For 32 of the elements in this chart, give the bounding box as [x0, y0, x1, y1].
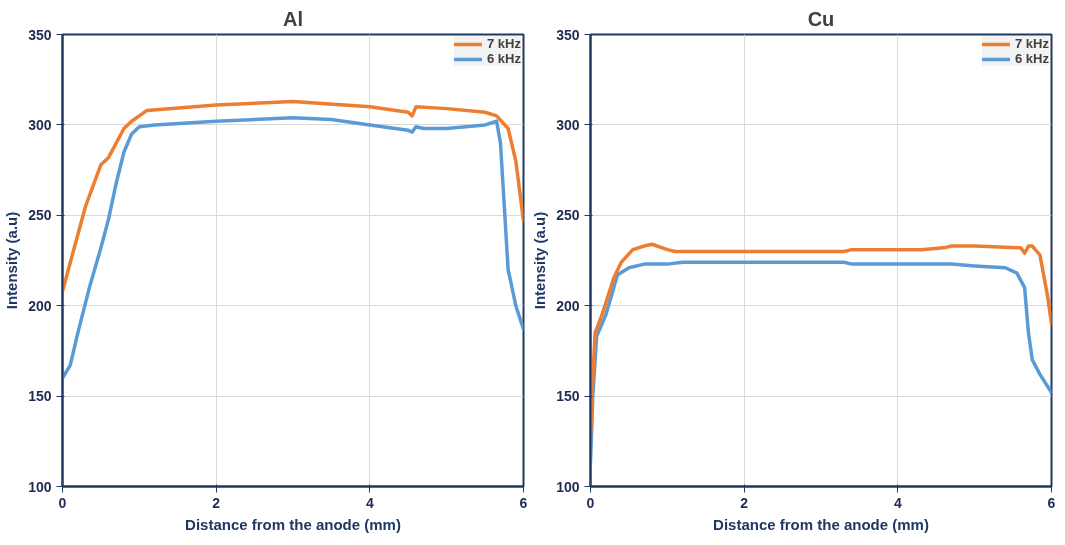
legend-label: 6 kHz [487, 51, 521, 66]
x-tick-label: 4 [365, 494, 374, 511]
y-tick-label: 150 [556, 388, 580, 405]
x-tick-label: 6 [1047, 494, 1056, 511]
y-axis-title: Intensity (a.u) [531, 211, 549, 310]
legend-label: 7 kHz [487, 36, 521, 51]
x-tick-label: 6 [519, 494, 528, 511]
chart-title: Al [283, 7, 303, 30]
y-tick-label: 200 [556, 297, 580, 314]
y-tick-label: 100 [28, 478, 52, 495]
legend-label: 6 kHz [1015, 51, 1049, 66]
y-tick-label: 100 [556, 478, 580, 495]
y-tick-label: 300 [28, 116, 52, 133]
y-tick-label: 250 [28, 207, 52, 224]
y-tick-label: 300 [556, 116, 580, 133]
x-tick-label: 2 [740, 494, 749, 511]
x-tick-label: 4 [893, 494, 902, 511]
line-series [62, 99, 524, 293]
y-tick-label: 350 [28, 26, 52, 43]
line-series [62, 115, 524, 380]
y-axis-title: Intensity (a.u) [3, 211, 21, 310]
x-tick-label: 2 [212, 494, 221, 511]
x-tick-label: 0 [58, 494, 67, 511]
chart-title: Cu [807, 7, 835, 30]
y-tick-label: 350 [556, 26, 580, 43]
y-tick-label: 150 [28, 388, 52, 405]
x-tick-label: 0 [586, 494, 595, 511]
x-axis-title: Distance from the anode (mm) [185, 515, 401, 533]
y-tick-label: 200 [28, 297, 52, 314]
legend-label: 7 kHz [1015, 36, 1049, 51]
y-tick-label: 250 [556, 207, 580, 224]
x-axis-title: Distance from the anode (mm) [713, 515, 929, 533]
